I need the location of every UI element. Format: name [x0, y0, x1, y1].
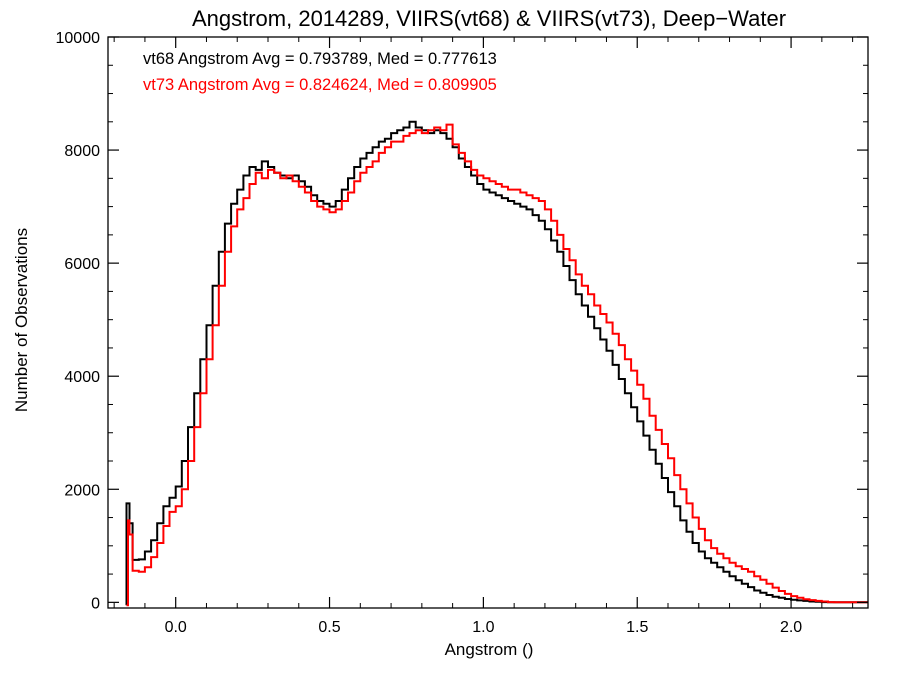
x-axis-label: Angstrom () [445, 640, 534, 659]
x-axis: 0.0 0.5 1.0 1.5 2.0 [113, 37, 854, 636]
x-tick-label: 0.5 [318, 619, 340, 636]
plot-area [125, 120, 868, 607]
plot-frame [107, 36, 869, 609]
x-tick-label: 0.0 [165, 619, 187, 636]
y-tick-label: 4000 [64, 369, 100, 386]
y-axis: 0 2000 4000 6000 8000 10000 [56, 30, 868, 612]
y-tick-label: 0 [91, 595, 100, 612]
y-tick-label: 10000 [56, 30, 101, 47]
y-tick-label: 6000 [64, 256, 100, 273]
x-tick-label: 1.5 [626, 619, 648, 636]
histogram-series-vt73 [126, 123, 868, 607]
chart-title: Angstrom, 2014289, VIIRS(vt68) & VIIRS(v… [192, 6, 786, 31]
x-tick-label: 2.0 [780, 619, 802, 636]
y-tick-label: 2000 [64, 482, 100, 499]
annotation-vt68-stats: vt68 Angstrom Avg = 0.793789, Med = 0.77… [143, 50, 497, 68]
y-axis-label: Number of Observations [12, 228, 31, 412]
x-tick-label: 1.0 [472, 619, 494, 636]
y-tick-label: 8000 [64, 143, 100, 160]
annotation-vt73-stats: vt73 Angstrom Avg = 0.824624, Med = 0.80… [143, 76, 497, 94]
histogram-series-vt68 [125, 120, 868, 606]
annotations: vt68 Angstrom Avg = 0.793789, Med = 0.77… [143, 50, 497, 94]
